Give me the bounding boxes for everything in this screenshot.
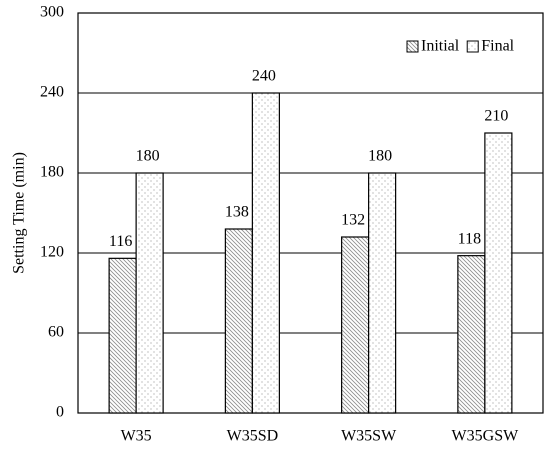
bar	[224, 228, 253, 414]
legend-label: Initial	[421, 38, 460, 55]
bar	[484, 132, 513, 414]
bar	[341, 236, 370, 414]
y-tick-label: 240	[40, 84, 64, 101]
data-label: 210	[484, 108, 508, 125]
y-axis-label: Setting Time (min)	[11, 152, 28, 274]
bar	[135, 172, 164, 414]
data-label: 180	[368, 148, 392, 165]
plot-frame	[77, 12, 544, 414]
bar	[457, 255, 486, 414]
data-label: 240	[252, 68, 276, 85]
x-tick-label: W35SW	[341, 428, 397, 445]
x-tick-label: W35SD	[227, 428, 279, 445]
y-tick-label: 300	[40, 4, 64, 21]
bar	[368, 172, 397, 414]
bar	[251, 92, 280, 414]
legend-swatch	[466, 40, 479, 53]
bar	[108, 257, 137, 414]
data-label: 132	[341, 212, 365, 229]
data-label: 116	[109, 233, 132, 250]
data-label: 118	[458, 230, 481, 247]
data-label: 138	[225, 204, 249, 221]
data-label: 180	[136, 148, 160, 165]
x-tick-label: W35	[121, 428, 152, 445]
legend-swatch	[406, 40, 419, 53]
y-tick-label: 60	[48, 324, 64, 341]
y-tick-label: 180	[40, 164, 64, 181]
legend-label: Final	[481, 38, 514, 55]
y-tick-label: 120	[40, 244, 64, 261]
y-tick-label: 0	[56, 404, 64, 421]
x-tick-label: W35GSW	[452, 428, 520, 445]
